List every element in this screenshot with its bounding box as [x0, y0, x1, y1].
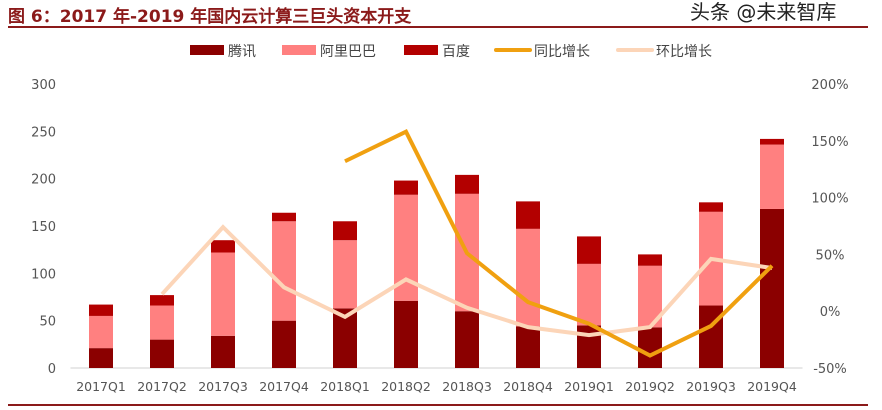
y-tick-label: 150: [31, 220, 56, 235]
x-tick-label: 2018Q2: [381, 379, 431, 394]
bar-腾讯: [272, 320, 296, 368]
bar-百度: [272, 212, 296, 222]
bar-百度: [89, 304, 113, 316]
x-tick-label: 2017Q3: [198, 379, 248, 394]
x-tick-label: 2017Q1: [76, 379, 126, 394]
y-tick-label: 0: [48, 362, 56, 377]
x-tick-label: 2018Q4: [503, 379, 553, 394]
bottom-divider: [8, 404, 868, 406]
bar-百度: [638, 254, 662, 266]
bar-腾讯: [150, 339, 174, 368]
bar-腾讯: [89, 348, 113, 368]
bar-腾讯: [516, 326, 540, 368]
bar-百度: [699, 202, 723, 212]
bar-阿里巴巴: [272, 221, 296, 321]
legend-label: 同比增长: [534, 44, 590, 60]
y-tick-label: 200: [31, 173, 56, 188]
bar-百度: [211, 240, 235, 253]
bar-腾讯: [455, 311, 479, 368]
bar-腾讯: [211, 335, 235, 368]
legend-swatch: [190, 45, 224, 55]
bar-百度: [333, 221, 357, 241]
y2-tick-label: 200%: [811, 78, 848, 93]
bar-阿里巴巴: [516, 228, 540, 327]
bar-阿里巴巴: [760, 144, 784, 209]
y-tick-label: 50: [39, 315, 56, 330]
bar-腾讯: [394, 300, 418, 368]
x-tick-label: 2019Q4: [747, 379, 797, 394]
bar-阿里巴巴: [211, 252, 235, 336]
y-tick-label: 300: [31, 78, 56, 93]
x-tick-label: 2019Q2: [625, 379, 675, 394]
x-tick-label: 2017Q2: [137, 379, 187, 394]
bar-百度: [760, 138, 784, 145]
legend-label: 阿里巴巴: [320, 44, 376, 60]
bar-百度: [150, 295, 174, 306]
chart-title: 图 6：2017 年-2019 年国内云计算三巨头资本开支: [8, 7, 412, 27]
x-tick-label: 2017Q4: [259, 379, 309, 394]
y2-tick-label: -50%: [813, 362, 847, 377]
watermark: 头条 @未来智库: [690, 0, 837, 24]
bar-百度: [577, 236, 601, 264]
bar-腾讯: [638, 327, 662, 368]
line-环比增长: [160, 224, 773, 338]
bar-阿里巴巴: [577, 263, 601, 326]
y2-tick-label: 50%: [816, 248, 845, 263]
line-同比增长: [344, 129, 774, 358]
y2-tick-label: 0%: [820, 305, 841, 320]
title-divider: [8, 26, 868, 28]
x-tick-label: 2018Q1: [320, 379, 370, 394]
y-tick-label: 100: [31, 267, 56, 282]
bar-百度: [394, 180, 418, 195]
x-tick-label: 2018Q3: [442, 379, 492, 394]
y-tick-label: 250: [31, 125, 56, 140]
x-tick-label: 2019Q1: [564, 379, 614, 394]
bar-腾讯: [577, 325, 601, 368]
bar-阿里巴巴: [333, 240, 357, 309]
y2-tick-label: 150%: [811, 135, 848, 150]
bar-阿里巴巴: [150, 305, 174, 340]
legend-label: 百度: [442, 44, 470, 60]
bar-百度: [455, 174, 479, 194]
legend-swatch: [282, 45, 316, 55]
legend-label: 腾讯: [228, 43, 256, 60]
legend-swatch: [404, 45, 438, 55]
bar-百度: [516, 201, 540, 229]
y2-tick-label: 100%: [811, 192, 848, 207]
bar-阿里巴巴: [89, 315, 113, 349]
legend-label: 环比增长: [656, 44, 712, 60]
x-tick-label: 2019Q3: [686, 379, 736, 394]
bar-腾讯: [760, 208, 784, 368]
